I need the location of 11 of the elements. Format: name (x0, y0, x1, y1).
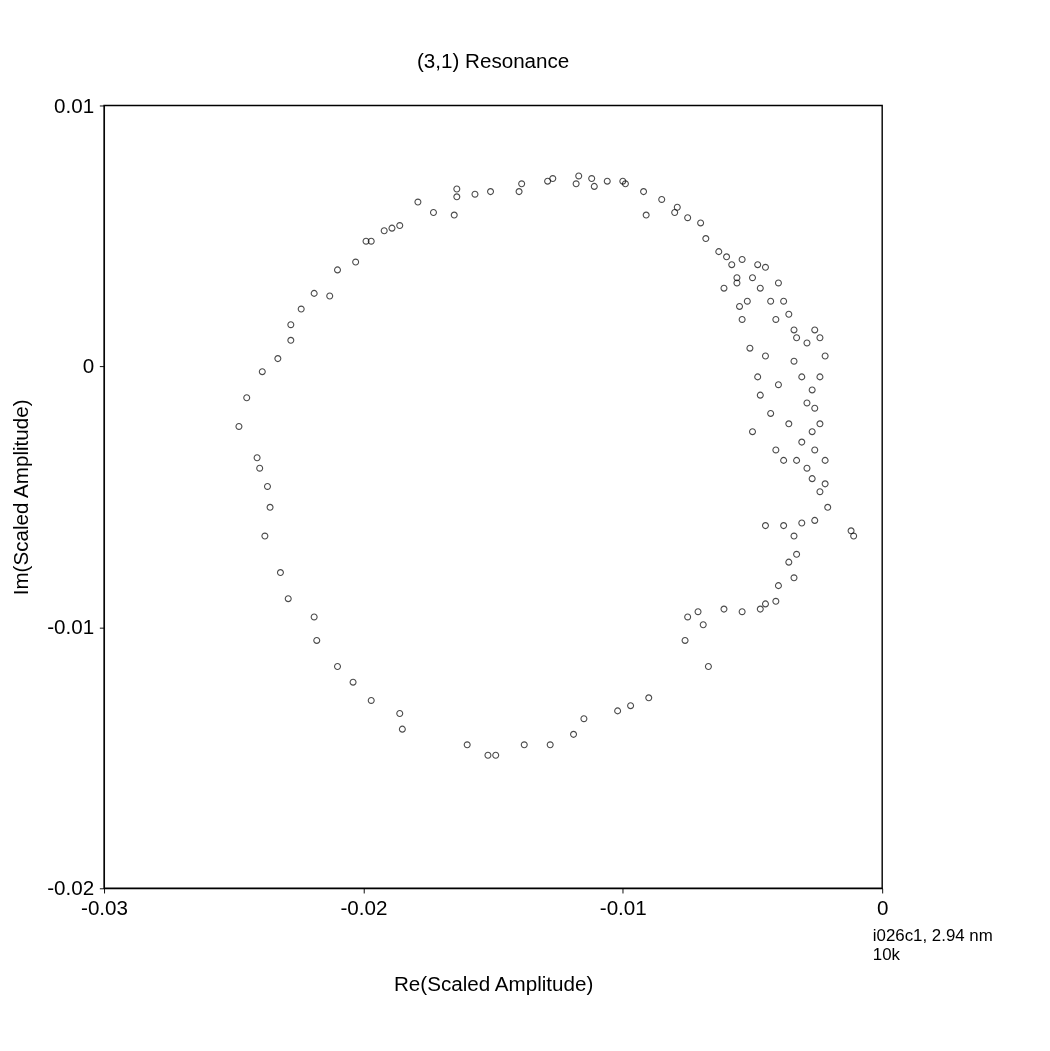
y-tick-label: -0.01 (47, 615, 95, 639)
x-tick-label: -0.01 (599, 896, 647, 920)
x-tick-label: 0 (876, 896, 889, 920)
x-tick-label: -0.02 (340, 896, 388, 920)
text: 10k (872, 944, 901, 964)
chart-title: (3,1) Resonance (416, 49, 570, 72)
y-tick-label: 0 (82, 354, 95, 378)
y-axis-title: Im(Scaled Amplitude) (8, 399, 32, 596)
y-tick-label: 0.01 (54, 93, 95, 117)
text: i026c1, 2.94 nm (872, 925, 993, 945)
x-axis-title: Re(Scaled Amplitude) (393, 971, 594, 995)
